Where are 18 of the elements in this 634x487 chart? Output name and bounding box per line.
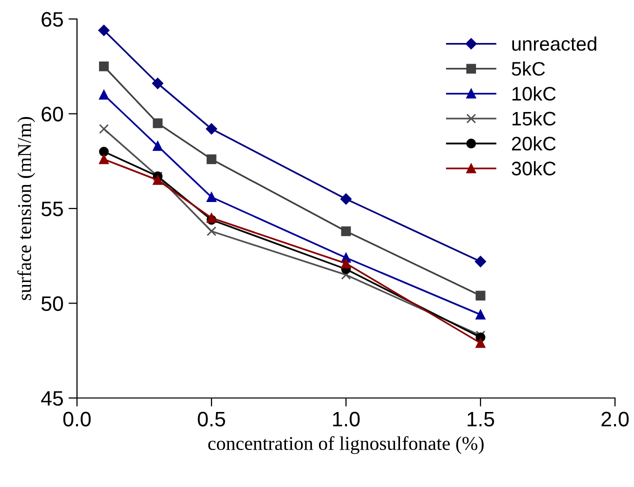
x-tick-label: 0.0 [63,412,91,426]
legend-label: 30kC [512,161,556,176]
x-tick-label: 1.5 [468,412,494,426]
x-tick-label: 2.0 [602,412,629,426]
x-tick-label: 1.0 [333,412,360,426]
y-tick-label: 65 [42,12,63,27]
y-tick-label: 50 [41,296,63,312]
legend-label: 5kC [512,61,545,76]
legend-label: 15kC [512,111,556,126]
y-tick-label: 60 [42,106,63,122]
legend-label: 10kC [512,86,556,101]
x-axis-title: concentration of lignosulfonate (%) [208,436,484,454]
y-tick-label: 55 [41,202,63,216]
legend-label: unreacted [512,36,596,51]
y-axis-title: surface tension (mN/m) [17,117,36,300]
legend-label: 20kC [512,136,556,151]
x-tick-label: 0.5 [198,412,226,426]
y-tick-label: 45 [41,391,63,406]
